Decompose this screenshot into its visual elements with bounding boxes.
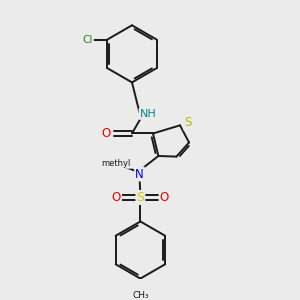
Text: O: O	[102, 127, 111, 140]
Text: S: S	[184, 116, 191, 129]
Text: O: O	[112, 191, 121, 204]
Text: Cl: Cl	[82, 34, 93, 45]
Text: O: O	[160, 191, 169, 204]
Text: NH: NH	[140, 109, 156, 119]
Text: N: N	[135, 167, 144, 181]
Text: S: S	[136, 191, 144, 204]
Text: methyl: methyl	[102, 159, 131, 168]
Text: CH₃: CH₃	[132, 291, 149, 300]
